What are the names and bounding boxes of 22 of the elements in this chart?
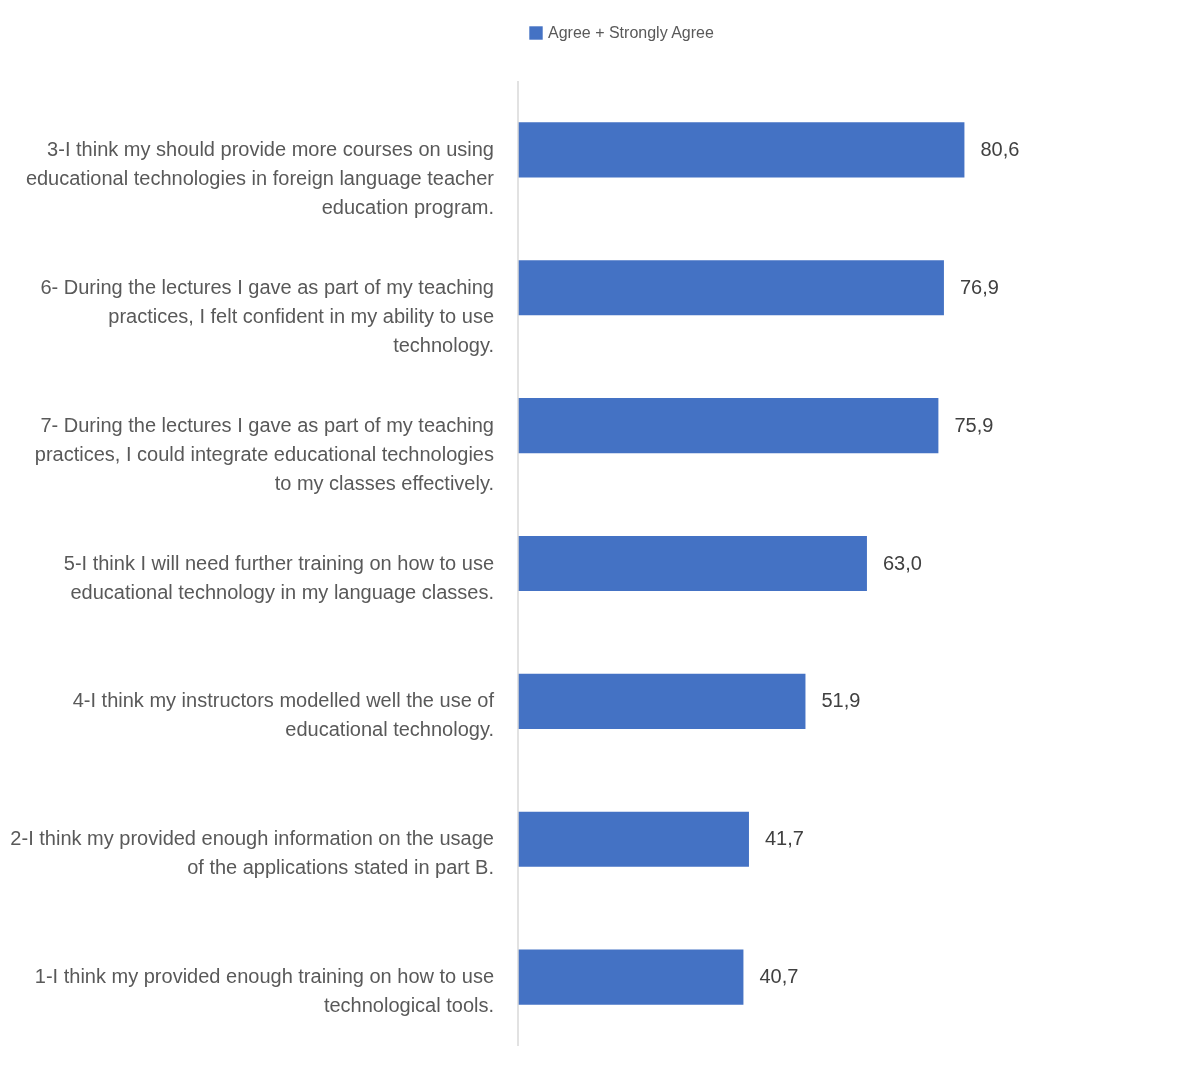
data-label: 41,7 (764, 827, 804, 850)
data-label: 63,0 (882, 551, 922, 574)
y-tick-label: 4-I think my instructors modelled well the use of educational technology. (72, 689, 495, 741)
y-tick-label: 2-I think my provided enough information on the usage of the applications stated in part B. (10, 827, 494, 879)
bar (518, 673, 806, 729)
data-label: 51,9 (821, 689, 861, 712)
bar (518, 949, 744, 1005)
bar (518, 398, 939, 454)
bar (518, 535, 867, 592)
data-label: 80,6 (980, 137, 1020, 160)
y-tick-label: 5-I think I will need further training on how to use educational technology in my language classes. (63, 551, 494, 603)
y-tick-label: 7- During the lectures I gave as part of my teaching practices, I could integrate educational technologies to my classes effectively. (34, 413, 494, 494)
y-tick-label: 1-I think my provided enough training on how to use technological tools. (34, 965, 494, 1017)
data-label: 40,7 (759, 965, 799, 988)
data-label: 75,9 (954, 413, 994, 436)
y-tick-label: 6- During the lectures I gave as part of my teaching practices, I felt confident in my ability to use technology. (40, 275, 494, 356)
y-tick-label: 3-I think my should provide more courses on using educational technologies in foreign language teacher education program. (25, 137, 495, 218)
bar (518, 260, 944, 316)
bar (518, 122, 965, 178)
legend-label: Agree + Strongly Agree (548, 24, 714, 41)
bar (518, 811, 749, 867)
data-label: 76,9 (959, 275, 999, 298)
